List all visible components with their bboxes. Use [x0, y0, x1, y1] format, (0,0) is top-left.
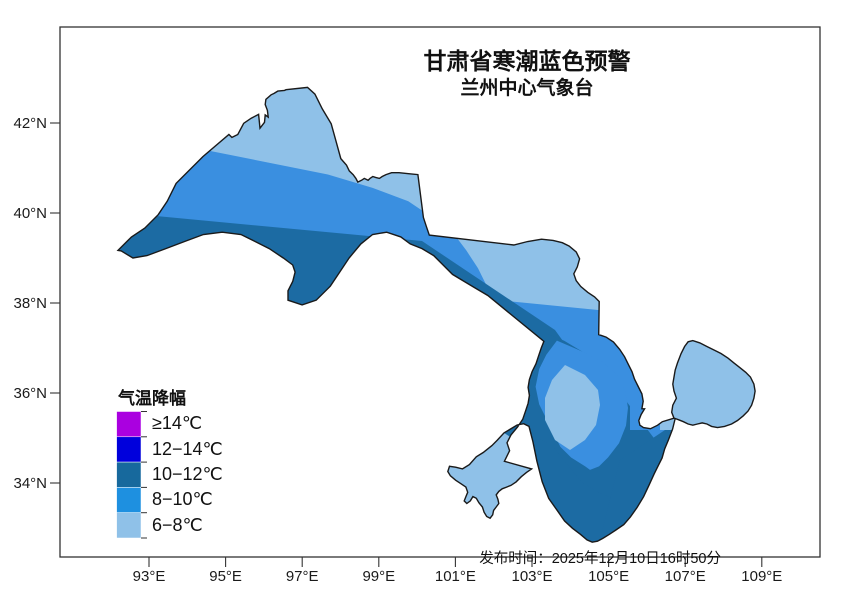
svg-text:93°E: 93°E — [133, 568, 166, 585]
svg-text:105°E: 105°E — [588, 568, 629, 585]
svg-text:97°E: 97°E — [286, 568, 319, 585]
svg-text:兰州中心气象台: 兰州中心气象台 — [460, 76, 593, 99]
svg-text:10−12℃: 10−12℃ — [152, 464, 223, 484]
svg-text:103°E: 103°E — [511, 568, 552, 585]
svg-text:95°E: 95°E — [209, 568, 242, 585]
svg-text:8−10℃: 8−10℃ — [152, 489, 213, 509]
svg-text:38°N: 38°N — [13, 295, 47, 312]
svg-text:99°E: 99°E — [362, 568, 395, 585]
svg-text:109°E: 109°E — [741, 568, 782, 585]
svg-text:36°N: 36°N — [13, 385, 47, 402]
svg-text:6−8℃: 6−8℃ — [152, 515, 203, 535]
svg-text:12−14℃: 12−14℃ — [152, 439, 223, 459]
svg-text:34°N: 34°N — [13, 475, 47, 492]
svg-text:气温降幅: 气温降幅 — [117, 388, 186, 408]
svg-text:≥14℃: ≥14℃ — [152, 413, 202, 433]
svg-text:甘肃省寒潮蓝色预警: 甘肃省寒潮蓝色预警 — [424, 48, 631, 74]
svg-text:101°E: 101°E — [435, 568, 476, 585]
svg-text:107°E: 107°E — [665, 568, 706, 585]
svg-text:40°N: 40°N — [13, 205, 47, 222]
svg-text:发布时间：2025年12月10日16时50分: 发布时间：2025年12月10日16时50分 — [479, 550, 721, 567]
svg-text:42°N: 42°N — [13, 115, 47, 132]
